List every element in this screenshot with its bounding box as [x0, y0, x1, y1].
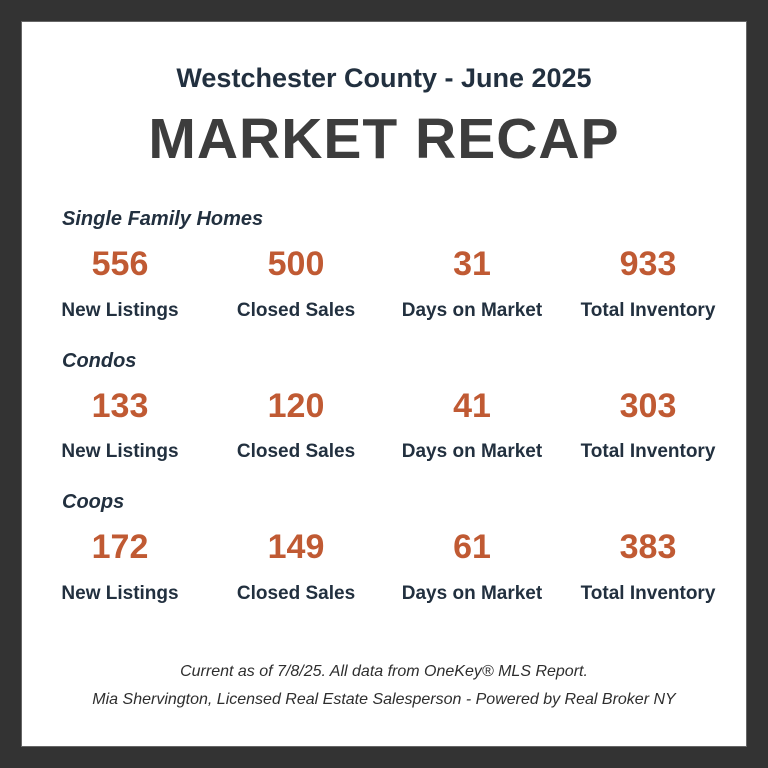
stat-label: Total Inventory	[580, 299, 716, 321]
stat-value: 31	[453, 245, 491, 284]
section-heading-condos: Condos	[62, 349, 137, 372]
section-heading-single-family-homes: Single Family Homes	[62, 208, 264, 231]
stat-value: 303	[619, 386, 677, 425]
stat-label: Days on Market	[401, 441, 543, 463]
stat-coops-closed-sales: 149 Closed Sales	[208, 527, 384, 606]
stat-condos-closed-sales: 120 Closed Sales	[208, 386, 384, 465]
stat-label: New Listings	[61, 299, 179, 321]
footer-attribution-line: Mia Shervington, Licensed Real Estate Sa…	[92, 691, 676, 708]
section-coops: Coops 172 New Listings 149 Closed Sales …	[22, 490, 746, 606]
footer-source-line: Current as of 7/8/25. All data from OneK…	[180, 663, 588, 680]
stat-label: Days on Market	[401, 299, 543, 321]
stat-label: Closed Sales	[236, 299, 356, 321]
stat-label: New Listings	[61, 582, 179, 604]
stat-value: 500	[267, 245, 325, 284]
market-recap-card: Westchester County - June 2025 MARKET RE…	[22, 22, 746, 746]
stat-label: Total Inventory	[580, 441, 716, 463]
stat-value: 133	[91, 386, 149, 425]
stat-condos-days-on-market: 41 Days on Market	[384, 386, 560, 465]
stat-coops-new-listings: 172 New Listings	[32, 527, 208, 606]
stat-coops-days-on-market: 61 Days on Market	[384, 527, 560, 606]
stat-label: Total Inventory	[580, 582, 716, 604]
section-condos: Condos 133 New Listings 120 Closed Sales…	[22, 349, 746, 465]
stat-label: Closed Sales	[236, 582, 356, 604]
stat-sfh-closed-sales: 500 Closed Sales	[208, 244, 384, 323]
stat-value: 172	[91, 528, 149, 567]
footer: Current as of 7/8/25. All data from OneK…	[22, 658, 746, 714]
stats-row: 172 New Listings 149 Closed Sales 61 Day…	[22, 527, 746, 606]
stat-coops-total-inventory: 383 Total Inventory	[560, 527, 736, 606]
stat-value: 41	[453, 386, 491, 425]
stat-value: 149	[267, 528, 325, 567]
stat-sfh-total-inventory: 933 Total Inventory	[560, 244, 736, 323]
stat-value: 61	[453, 528, 491, 567]
stat-condos-new-listings: 133 New Listings	[32, 386, 208, 465]
section-heading-coops: Coops	[62, 491, 125, 514]
stat-condos-total-inventory: 303 Total Inventory	[560, 386, 736, 465]
stat-value: 383	[619, 528, 677, 567]
section-single-family-homes: Single Family Homes 556 New Listings 500…	[22, 207, 746, 323]
stats-row: 133 New Listings 120 Closed Sales 41 Day…	[22, 386, 746, 465]
stat-label: New Listings	[61, 441, 179, 463]
stat-sfh-days-on-market: 31 Days on Market	[384, 244, 560, 323]
stats-row: 556 New Listings 500 Closed Sales 31 Day…	[22, 244, 746, 323]
stat-value: 933	[619, 245, 677, 284]
stat-sfh-new-listings: 556 New Listings	[32, 244, 208, 323]
stat-value: 120	[267, 386, 325, 425]
stat-label: Closed Sales	[236, 441, 356, 463]
stat-label: Days on Market	[401, 582, 543, 604]
report-subtitle: Westchester County - June 2025	[176, 63, 592, 93]
stat-value: 556	[91, 245, 149, 284]
page-title: MARKET RECAP	[148, 107, 620, 172]
